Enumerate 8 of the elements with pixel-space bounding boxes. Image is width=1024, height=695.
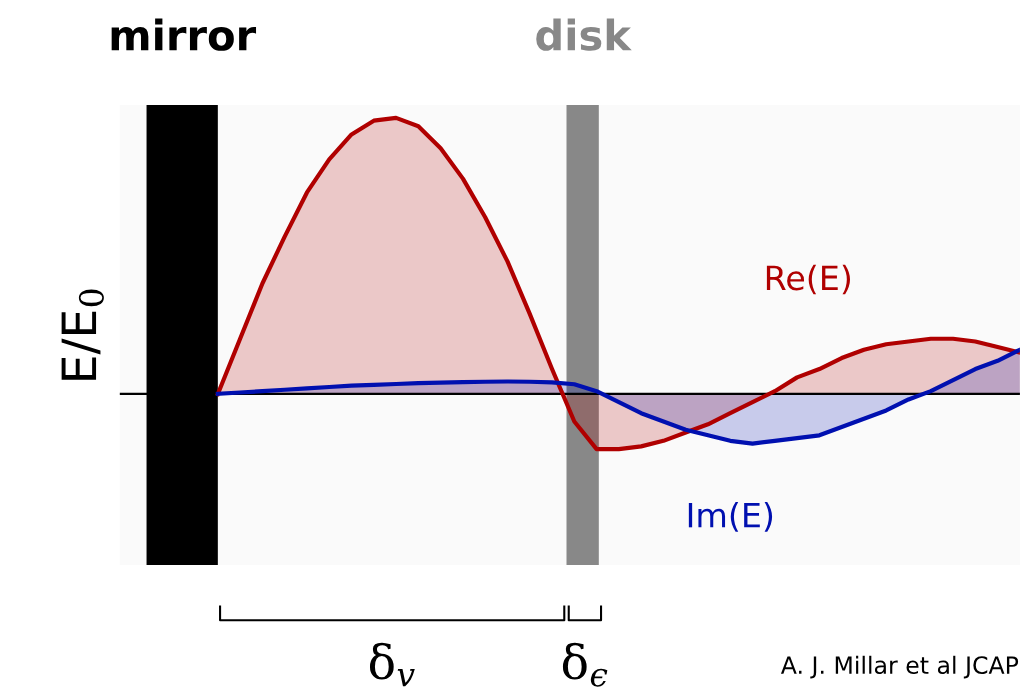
text: mirror xyxy=(111,18,257,51)
series-label: Im(E) xyxy=(688,502,773,532)
series-label: Re(E) xyxy=(766,264,850,295)
text: δ$_{ϵ}$ xyxy=(562,642,608,687)
text: A. J. Millar et al JCAP xyxy=(780,655,1019,679)
y-axis-title: E/E$_{0}$ xyxy=(61,289,104,380)
text: disk xyxy=(536,18,632,51)
text: δ$_{v}$ xyxy=(369,642,415,687)
